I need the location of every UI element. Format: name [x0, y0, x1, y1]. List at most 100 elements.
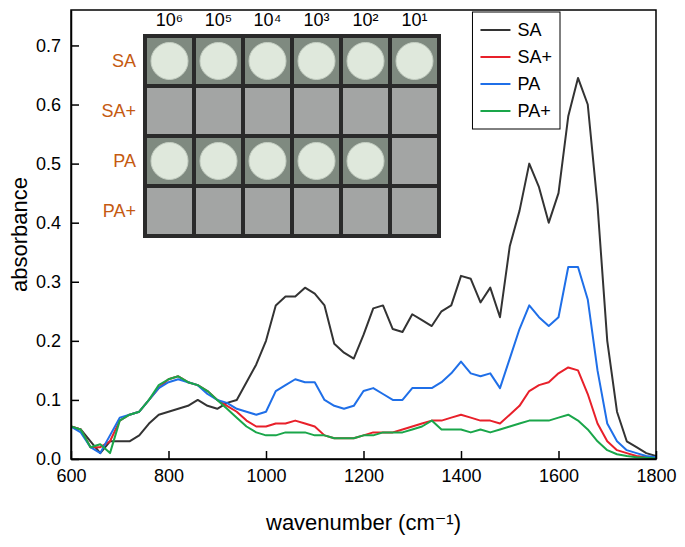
- inset-row-label: PA: [113, 151, 136, 171]
- inset-background: [143, 34, 441, 238]
- plate: [343, 138, 388, 184]
- plate-growth: [200, 143, 237, 180]
- inset-row-label: SA: [112, 51, 136, 71]
- series-line: [71, 367, 656, 457]
- plot-frame: [71, 10, 656, 459]
- x-tick-mark: [656, 451, 658, 459]
- y-tick: 0.5: [36, 154, 79, 174]
- inset-column-label: 10⁵: [205, 10, 232, 30]
- y-tick-label: 0.4: [36, 213, 61, 233]
- x-tick-label: 1600: [539, 466, 579, 486]
- plate-growth: [151, 43, 188, 80]
- legend-label: SA+: [517, 47, 552, 67]
- legend-box: [472, 12, 560, 129]
- x-tick-mark: [168, 451, 170, 459]
- plate: [147, 188, 192, 234]
- plate: [245, 38, 290, 84]
- y-axis-title: absorbance: [7, 177, 32, 292]
- legend-swatch: [480, 110, 510, 112]
- y-tick-label: 0.0: [36, 449, 61, 469]
- inset-row-label: SA+: [101, 101, 136, 121]
- plate: [294, 38, 339, 84]
- inset-row-label: PA+: [103, 201, 136, 221]
- legend-swatch: [480, 83, 510, 85]
- plate-growth: [396, 43, 433, 80]
- plate: [343, 38, 388, 84]
- y-tick: 0.6: [36, 95, 79, 115]
- legend-label: PA: [517, 74, 540, 94]
- legend-swatch: [480, 29, 510, 31]
- y-axis: 0.0 0.1 0.2 0.3 0.4 0.5 0.6 0.7: [36, 11, 79, 470]
- y-tick-mark: [71, 341, 79, 343]
- plate: [196, 138, 241, 184]
- x-tick-label: 1000: [246, 466, 286, 486]
- x-axis: 60080010001200140016001800: [56, 451, 676, 486]
- y-tick-label: 0.3: [36, 272, 61, 292]
- y-tick-mark: [71, 222, 79, 224]
- x-tick: 1600: [539, 451, 579, 486]
- plate-growth: [200, 43, 237, 80]
- y-tick: 0.3: [36, 272, 79, 292]
- inset-column-label: 10⁴: [254, 10, 282, 30]
- x-tick-mark: [363, 451, 365, 459]
- plate: [196, 188, 241, 234]
- plate: [196, 38, 241, 84]
- x-axis-title: wavenumber (cm⁻¹): [265, 510, 461, 535]
- plate-growth: [298, 143, 335, 180]
- plate-growth: [249, 43, 286, 80]
- legend-label: SA: [517, 20, 541, 40]
- x-tick: 1800: [636, 451, 676, 486]
- y-tick-mark: [71, 459, 79, 461]
- x-tick-mark: [266, 451, 268, 459]
- plate: [392, 88, 437, 134]
- x-tick-mark: [461, 451, 463, 459]
- plate: [294, 88, 339, 134]
- y-tick-label: 0.7: [36, 36, 61, 56]
- y-axis-line: [71, 11, 73, 460]
- y-tick-label: 0.5: [36, 154, 61, 174]
- inset: 10⁶ 10⁵ 10⁴ 10³ 10² 10¹ SA SA+ PA PA+: [101, 10, 441, 238]
- y-tick-mark: [71, 104, 79, 106]
- x-tick: 1400: [441, 451, 481, 486]
- plate: [343, 88, 388, 134]
- y-tick-label: 0.6: [36, 95, 61, 115]
- y-tick-mark: [71, 163, 79, 165]
- x-tick-label: 1800: [636, 466, 676, 486]
- plate: [245, 138, 290, 184]
- inset-column-label: 10¹: [401, 10, 427, 30]
- plate: [343, 188, 388, 234]
- chart: 600800100012001400160018000.00.10.20.30.…: [0, 0, 685, 547]
- plate: [392, 138, 437, 184]
- plate: [294, 138, 339, 184]
- y-tick: 0.4: [36, 213, 79, 233]
- y-tick-label: 0.2: [36, 331, 61, 351]
- x-tick: 1000: [246, 451, 286, 486]
- y-tick-mark: [71, 45, 79, 47]
- y-tick-mark: [71, 282, 79, 284]
- plate: [392, 38, 437, 84]
- plate: [245, 188, 290, 234]
- y-tick-label: 0.1: [36, 390, 61, 410]
- y-tick: 0.7: [36, 36, 79, 56]
- plate-growth: [298, 43, 335, 80]
- plate: [147, 38, 192, 84]
- inset-column-label: 10²: [352, 10, 378, 30]
- plate-growth: [151, 143, 188, 180]
- inset-column-label: 10⁶: [156, 10, 183, 30]
- series-line: [71, 376, 656, 458]
- series-line: [71, 267, 656, 457]
- y-tick: 0.2: [36, 331, 79, 351]
- y-tick: 0.1: [36, 390, 79, 410]
- x-tick: 800: [154, 451, 184, 486]
- plate: [147, 138, 192, 184]
- y-tick-mark: [71, 400, 79, 402]
- x-tick-label: 1200: [344, 466, 384, 486]
- legend-label: PA+: [517, 101, 550, 121]
- plate-growth: [347, 143, 384, 180]
- legend: SA SA+ PA PA+: [472, 12, 560, 129]
- x-tick: 1200: [344, 451, 384, 486]
- y-tick: 0.0: [36, 449, 79, 469]
- inset-column-label: 10³: [303, 10, 329, 30]
- x-tick-label: 800: [154, 466, 184, 486]
- legend-swatch: [480, 56, 510, 58]
